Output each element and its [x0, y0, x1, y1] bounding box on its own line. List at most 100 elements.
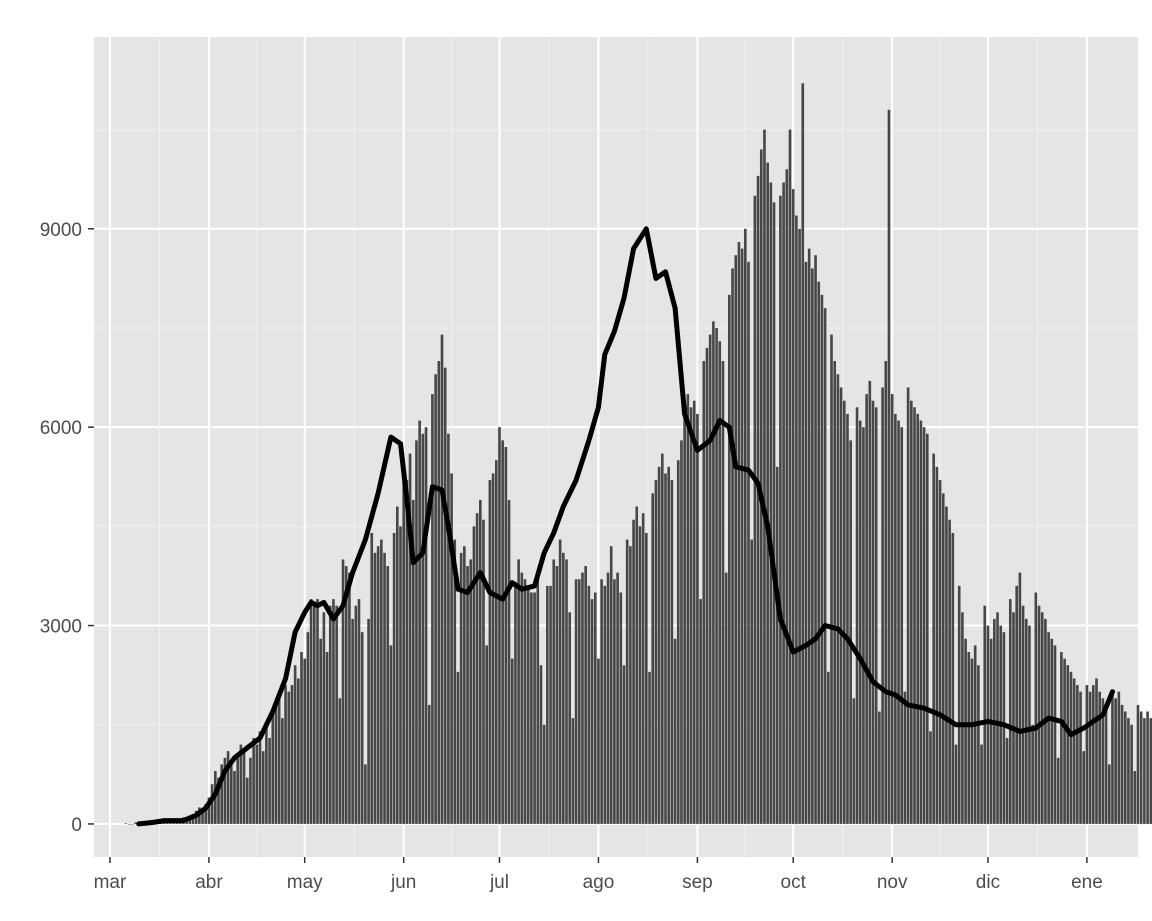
trend-line — [136, 226, 1115, 827]
bar — [728, 294, 731, 824]
bar — [941, 493, 945, 824]
bar — [1008, 599, 1012, 824]
bar — [281, 718, 284, 824]
bar — [865, 394, 868, 824]
bar — [600, 579, 603, 824]
bar — [804, 261, 808, 824]
bar — [948, 519, 951, 824]
bar — [389, 645, 393, 824]
bar — [833, 361, 837, 824]
bar — [373, 552, 377, 824]
bar — [967, 652, 971, 824]
bar — [763, 129, 766, 824]
bar — [715, 327, 718, 824]
bar — [479, 499, 482, 824]
bar — [491, 473, 495, 824]
bar — [670, 480, 674, 824]
bar — [520, 572, 524, 824]
bar — [743, 228, 747, 824]
bar — [629, 546, 632, 824]
bar — [354, 605, 358, 824]
bar — [692, 400, 696, 824]
bar — [581, 572, 584, 824]
bar — [1120, 704, 1124, 824]
bar — [830, 334, 833, 824]
bar — [360, 632, 364, 824]
bar — [900, 427, 904, 824]
bar — [236, 757, 239, 824]
bar — [335, 605, 338, 824]
x-tick-label: oct — [781, 872, 807, 893]
bar — [983, 605, 987, 824]
bar — [820, 294, 824, 824]
bar — [660, 453, 664, 824]
bar — [562, 552, 565, 824]
bar — [1111, 691, 1114, 824]
bar — [836, 374, 840, 824]
bar — [680, 440, 683, 824]
bar — [319, 638, 322, 824]
bar — [667, 466, 670, 824]
bar — [1146, 711, 1149, 824]
bar — [916, 413, 920, 824]
bar — [1114, 698, 1117, 824]
bar — [1107, 764, 1111, 824]
bar — [1143, 718, 1146, 824]
bar — [919, 420, 923, 824]
bar — [827, 671, 830, 824]
bar — [721, 361, 725, 824]
bar — [708, 334, 712, 824]
bar — [265, 724, 268, 824]
bar — [1024, 618, 1028, 824]
bar — [242, 751, 246, 824]
bar — [233, 771, 236, 824]
bar — [756, 175, 760, 824]
bar — [239, 744, 243, 824]
bar — [261, 751, 265, 824]
bar — [293, 665, 297, 824]
x-tick-label: ago — [583, 872, 615, 893]
bar — [274, 704, 278, 824]
bar — [459, 552, 463, 824]
bar — [421, 433, 425, 824]
bar — [632, 519, 635, 824]
bar — [380, 539, 383, 824]
bar — [1133, 771, 1137, 824]
bar — [431, 394, 434, 824]
bar — [894, 413, 897, 824]
bar — [549, 585, 552, 824]
bar — [338, 698, 342, 824]
bar — [862, 427, 865, 824]
bar — [970, 658, 974, 824]
bar — [868, 380, 872, 824]
bar — [571, 718, 575, 824]
bar — [1005, 737, 1009, 824]
bar — [897, 420, 900, 824]
bar — [645, 532, 648, 824]
bar — [488, 480, 492, 824]
bar — [788, 129, 792, 824]
bar — [306, 632, 310, 824]
bar — [255, 744, 259, 824]
bar — [134, 822, 137, 824]
bar — [392, 532, 396, 824]
bar — [1136, 704, 1140, 824]
bar — [226, 751, 230, 824]
bar — [811, 268, 814, 824]
bar — [510, 658, 514, 824]
bar — [913, 407, 916, 824]
bar — [217, 777, 220, 824]
bar — [597, 658, 600, 824]
bar — [801, 83, 805, 824]
bar — [737, 242, 741, 824]
bar — [1076, 685, 1079, 824]
bar — [779, 195, 782, 824]
bar — [1021, 605, 1025, 824]
bar — [207, 797, 211, 824]
bar — [402, 480, 405, 824]
bar — [526, 585, 530, 824]
bar — [124, 823, 128, 824]
bar — [1098, 691, 1101, 824]
bar — [753, 195, 757, 824]
bar — [290, 685, 294, 824]
